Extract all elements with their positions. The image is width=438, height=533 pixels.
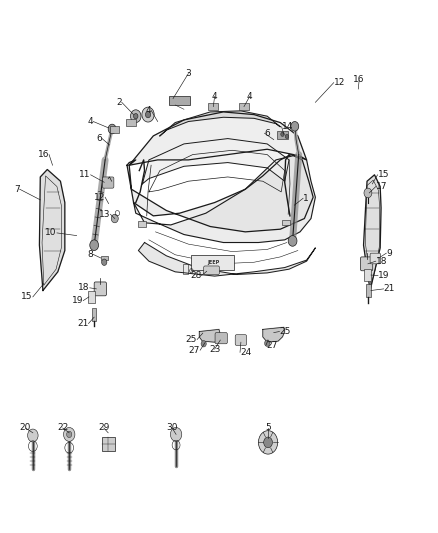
Text: 12: 12	[334, 78, 345, 87]
Text: 6: 6	[96, 134, 102, 143]
Bar	[102, 437, 115, 451]
Circle shape	[64, 427, 75, 441]
Text: 27: 27	[266, 341, 277, 350]
Bar	[277, 131, 288, 139]
Circle shape	[291, 122, 299, 131]
Text: 29: 29	[98, 424, 110, 432]
Bar	[126, 119, 136, 126]
Circle shape	[145, 111, 151, 118]
FancyBboxPatch shape	[370, 253, 381, 264]
Circle shape	[265, 340, 270, 346]
Text: 23: 23	[209, 345, 220, 353]
Polygon shape	[127, 155, 313, 232]
Text: 2: 2	[116, 98, 122, 107]
Bar	[92, 308, 96, 321]
Text: JEEP: JEEP	[207, 260, 219, 265]
Text: 21: 21	[384, 285, 395, 293]
Text: 1: 1	[303, 194, 309, 203]
Polygon shape	[129, 112, 307, 165]
Polygon shape	[138, 243, 315, 276]
Polygon shape	[142, 139, 289, 184]
Text: 3: 3	[185, 69, 191, 78]
Circle shape	[111, 214, 118, 223]
Text: 9: 9	[386, 249, 392, 257]
Text: 4: 4	[145, 106, 151, 115]
Polygon shape	[263, 327, 285, 342]
Circle shape	[142, 107, 154, 122]
Polygon shape	[364, 175, 381, 290]
Circle shape	[288, 236, 297, 246]
Bar	[88, 291, 95, 303]
Text: 20: 20	[20, 424, 31, 432]
FancyBboxPatch shape	[94, 282, 106, 296]
Text: 16: 16	[353, 76, 365, 84]
Text: 11: 11	[79, 171, 91, 179]
Circle shape	[102, 259, 107, 265]
Bar	[191, 255, 234, 270]
Text: 25: 25	[186, 335, 197, 344]
Circle shape	[264, 437, 272, 448]
Text: 18: 18	[376, 257, 387, 265]
Bar	[364, 269, 371, 281]
Text: 7: 7	[14, 185, 20, 193]
FancyBboxPatch shape	[102, 177, 114, 188]
Text: 19: 19	[378, 271, 389, 280]
Text: 6: 6	[265, 129, 270, 138]
Text: 10: 10	[46, 229, 57, 237]
Text: 4: 4	[247, 92, 252, 101]
Text: 16: 16	[38, 150, 49, 159]
Circle shape	[201, 341, 206, 347]
Bar	[110, 126, 119, 133]
Text: 25: 25	[279, 327, 291, 336]
Bar	[366, 284, 371, 297]
Bar	[169, 96, 190, 105]
Text: 22: 22	[57, 424, 68, 432]
Bar	[138, 221, 146, 227]
Circle shape	[28, 429, 38, 442]
Bar	[282, 220, 290, 225]
Text: 15: 15	[378, 171, 389, 179]
Circle shape	[258, 431, 278, 454]
Bar	[208, 103, 218, 110]
FancyBboxPatch shape	[204, 266, 219, 274]
FancyBboxPatch shape	[235, 335, 247, 345]
Text: 24: 24	[240, 348, 251, 357]
Text: 21: 21	[77, 319, 88, 328]
Text: 27: 27	[189, 346, 200, 354]
Circle shape	[170, 427, 182, 441]
FancyBboxPatch shape	[360, 257, 373, 271]
Circle shape	[281, 132, 284, 136]
Text: 30: 30	[166, 424, 178, 432]
Bar	[239, 103, 249, 110]
Bar	[183, 264, 188, 274]
Circle shape	[90, 240, 99, 251]
Text: 8: 8	[87, 250, 93, 259]
Circle shape	[134, 114, 138, 119]
Text: 4: 4	[212, 92, 217, 101]
Circle shape	[131, 110, 141, 123]
Text: 15: 15	[21, 293, 33, 301]
Polygon shape	[39, 169, 65, 290]
Polygon shape	[199, 329, 220, 342]
Text: 12: 12	[94, 193, 105, 201]
Text: 28: 28	[190, 271, 201, 280]
FancyBboxPatch shape	[215, 333, 227, 344]
Circle shape	[108, 124, 116, 134]
Text: 13: 13	[99, 210, 110, 219]
Polygon shape	[160, 111, 280, 136]
Polygon shape	[134, 155, 315, 243]
Text: 17: 17	[376, 182, 387, 191]
Text: 5: 5	[265, 424, 271, 432]
Circle shape	[285, 134, 289, 139]
Circle shape	[364, 188, 372, 198]
Bar	[101, 256, 108, 260]
Text: 4: 4	[88, 117, 93, 126]
Text: 14: 14	[282, 123, 293, 131]
Text: 19: 19	[72, 296, 83, 305]
Circle shape	[67, 431, 72, 438]
Text: 18: 18	[78, 284, 90, 292]
